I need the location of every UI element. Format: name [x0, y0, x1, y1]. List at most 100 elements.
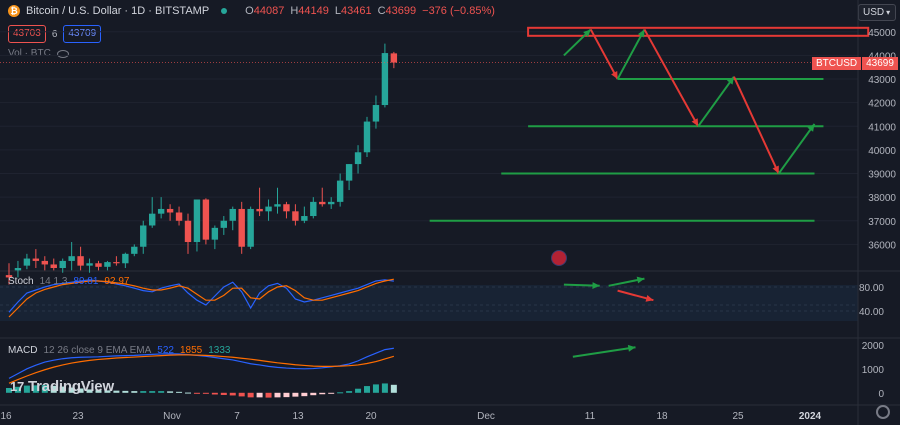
macd-histogram-bar [238, 392, 245, 397]
macd-histogram-bar [274, 392, 281, 398]
macd-histogram-bar [381, 383, 388, 393]
macd-hist-value: 1333 [208, 345, 231, 356]
macd-histogram-bar [104, 390, 111, 393]
macd-line-Signal [8, 354, 395, 384]
macd-histogram-bar [301, 392, 308, 397]
level-lines [429, 26, 870, 222]
macd-histogram-bar [310, 392, 317, 396]
candle-body [59, 260, 66, 268]
settings-gear-icon[interactable] [876, 405, 890, 419]
stoch-line-%D [8, 278, 394, 318]
macd-histogram-bar [14, 386, 21, 393]
symbol-title[interactable]: Bitcoin / U.S. Dollar · 1D · BITSTAMP [26, 5, 210, 17]
price-tick-label: 36000 [868, 240, 896, 251]
macd-histogram-bar [158, 391, 165, 393]
chevron-down-icon: ▾ [886, 8, 891, 17]
macd-value: 522 [157, 345, 174, 356]
macd-histogram-bar [256, 392, 263, 398]
price-axis: 36000 37000 38000 39000 40000 41000 42000 43000… [859, 28, 896, 400]
price-tick-label: 38000 [868, 193, 896, 204]
open-value: 44087 [253, 5, 285, 17]
down-arrow [589, 28, 619, 80]
macd-histogram-bar [140, 391, 147, 393]
macd-histogram-bar [23, 385, 30, 393]
hide-eye-icon[interactable] [56, 49, 69, 58]
macd-histogram-bar [59, 386, 66, 393]
candle-body [157, 208, 165, 214]
time-tick-label: 16 [0, 411, 12, 422]
price-tick-label: 39000 [868, 170, 896, 181]
up-arrow [697, 76, 735, 127]
candle-body [256, 208, 263, 212]
candle-body [274, 204, 281, 207]
candle-body [354, 152, 362, 165]
up-arrow [777, 123, 816, 175]
symbol-row: ₿ Bitcoin / U.S. Dollar · 1D · BITSTAMP … [8, 5, 495, 17]
price-tick-label: 37000 [868, 217, 896, 228]
macd-tick-label: 1000 [862, 365, 885, 376]
down-arrow [733, 76, 780, 174]
sell-price-button[interactable]: 43703 [8, 25, 46, 43]
candle-body [247, 208, 254, 247]
low-value: 43461 [341, 5, 372, 17]
tradingview-text: TradingView [28, 378, 114, 395]
price-tag-symbol: BTCUSD [812, 57, 862, 70]
price-candles [0, 43, 858, 285]
candle-body [238, 208, 245, 247]
price-tick-label: 45000 [868, 28, 896, 39]
candle-body [122, 253, 129, 264]
macd-histogram-bar [346, 391, 353, 393]
stochastic-panel [8, 278, 394, 318]
candle-body [95, 263, 102, 267]
buy-price-button[interactable]: 43709 [63, 25, 102, 43]
candle-body [41, 260, 48, 265]
macd-histogram-bar [211, 392, 218, 395]
spread-value: 6 [51, 28, 58, 40]
macd-histogram-bar [95, 390, 102, 393]
candle-body [77, 256, 84, 266]
macd-histogram-bar [113, 390, 120, 393]
bid-ask-row: 43703 6 43709 [8, 25, 102, 43]
up-arrow-head [726, 76, 734, 85]
stoch-params: 14 1 3 [39, 276, 68, 287]
stoch-down-arrow-head [645, 294, 654, 302]
time-tick-label: 2024 [799, 411, 822, 422]
candle-body [149, 213, 156, 226]
high-label: H [290, 5, 299, 17]
down-arrow [643, 28, 700, 127]
tv-mark-icon: 17 [10, 379, 25, 394]
price-tag-value: 43699 [862, 57, 898, 70]
tradingview-logo[interactable]: 17 TradingView [10, 378, 114, 395]
macd-params: 12 26 close 9 EMA EMA [43, 345, 152, 356]
us-flag-icon[interactable] [551, 250, 567, 266]
macd-histogram-bar [390, 384, 397, 393]
up-arrow-head [637, 29, 645, 38]
time-tick-label: Nov [163, 411, 181, 422]
macd-histogram-bar [355, 388, 362, 393]
macd-histogram-bar [50, 385, 57, 393]
candle-body [184, 220, 192, 243]
stoch-name[interactable]: Stoch [8, 276, 34, 287]
up-arrow [616, 28, 646, 80]
candle-body [283, 204, 290, 212]
candle-body [229, 208, 236, 221]
macd-histogram-bar [176, 391, 183, 393]
macd-histogram-bar [229, 392, 236, 396]
candle-body [292, 211, 299, 221]
up-arrow-head [807, 123, 815, 132]
low-label: L [334, 5, 341, 17]
candle-body [319, 201, 326, 205]
macd-signal-value: 1855 [179, 345, 203, 356]
candle-body [68, 256, 75, 261]
macd-name[interactable]: MACD [8, 345, 38, 356]
candle-body [310, 201, 317, 217]
macd-histogram-bar [265, 392, 272, 398]
candle-body [211, 227, 219, 240]
macd-histogram-bar [149, 391, 156, 393]
candle-body [381, 53, 389, 106]
macd-histogram-bar [319, 392, 326, 395]
stoch-d-value: 92.97 [104, 276, 130, 287]
macd-tick-label: 0 [878, 389, 884, 400]
